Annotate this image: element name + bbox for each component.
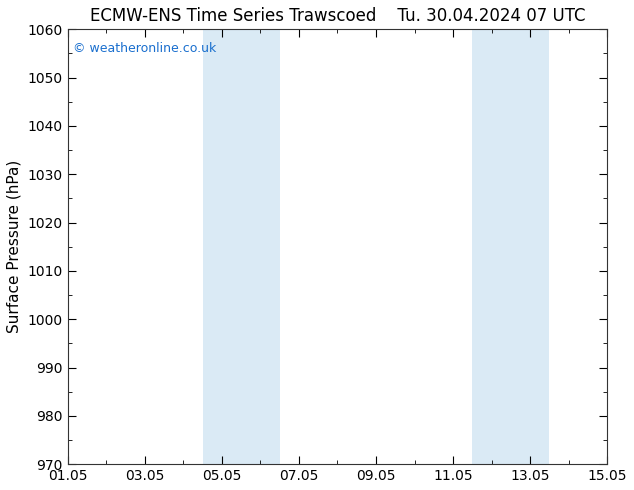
Bar xyxy=(202,29,280,464)
Y-axis label: Surface Pressure (hPa): Surface Pressure (hPa) xyxy=(7,160,22,333)
Title: ECMW-ENS Time Series Trawscoed    Tu. 30.04.2024 07 UTC: ECMW-ENS Time Series Trawscoed Tu. 30.04… xyxy=(89,7,585,25)
Text: © weatheronline.co.uk: © weatheronline.co.uk xyxy=(73,42,216,55)
Bar xyxy=(472,29,550,464)
